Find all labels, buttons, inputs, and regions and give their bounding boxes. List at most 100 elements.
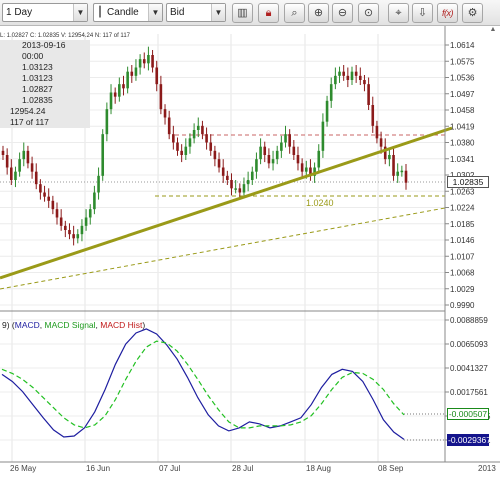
price-tick-label: 1.0536 [450, 74, 475, 83]
candle-body [242, 184, 246, 193]
time-label-1: 16 Jun [86, 464, 111, 473]
info-count: 117 of 117 [0, 117, 90, 128]
chevron-down-icon[interactable]: ▼ [148, 4, 162, 21]
candle-body [130, 71, 134, 76]
candle-body [234, 188, 237, 190]
macd-grid [0, 319, 445, 441]
candle-body [396, 171, 399, 176]
info-high: 1.03123 [0, 73, 90, 84]
candle-body [43, 192, 46, 197]
price-tick-label: 1.0458 [450, 106, 475, 115]
macd-legend-hist: MACD Hist [100, 320, 143, 330]
cursor-button[interactable]: ⌖ [388, 3, 409, 23]
candle-body [72, 234, 75, 239]
chart-type-value: Candle [107, 7, 139, 18]
ohlc-summary: L: 1.02827 C: 1.02835 V: 12954.24 N: 117… [0, 33, 130, 39]
candle-body [180, 150, 183, 155]
support-level-label: 1.0240 [306, 198, 334, 208]
candle-body [30, 163, 34, 172]
chevron-down-icon[interactable]: ▼ [73, 4, 87, 21]
chevron-down-icon[interactable]: ▼ [211, 4, 225, 21]
candle-body [59, 217, 63, 226]
info-close: 1.02835 [0, 95, 90, 106]
candle-body [280, 142, 283, 151]
bar-chart-button[interactable]: ▥ [232, 3, 253, 23]
info-date: 2013-09-16 [0, 40, 90, 51]
candle-body [163, 109, 167, 118]
candle-body [313, 167, 316, 176]
price-tick-label: 1.0497 [450, 90, 475, 99]
candle-body [388, 155, 391, 160]
price-tick-label: 1.0302 [450, 171, 475, 180]
macd-legend-macd: MACD [14, 320, 40, 330]
macd-value-tag: -0.0029367 [447, 434, 492, 446]
bar-chart-icon: ▥ [237, 7, 248, 19]
candle-body [201, 125, 204, 135]
candle-body [367, 84, 370, 105]
chart-area[interactable]: 1.0614 1.0575 1.0536 1.0497 1.0458 1.0419 1.03… [0, 26, 500, 478]
scroll-up-icon[interactable]: ▲ [489, 26, 497, 33]
candle-body [93, 192, 96, 210]
drawing-button[interactable]: ⇩ [412, 3, 433, 23]
price-tick-label: 1.0068 [450, 269, 475, 278]
zoom-button[interactable]: ⌕ [284, 3, 305, 23]
price-tick-label: 1.0185 [450, 220, 475, 229]
price-tick-label: 1.0029 [450, 285, 475, 294]
price-side-select[interactable]: Bid ▼ [166, 3, 226, 22]
candle-body [309, 167, 312, 176]
macd-legend-signal: MACD Signal [44, 320, 96, 330]
chart-type-select[interactable]: ┃ Candle ▼ [93, 3, 163, 22]
candle-body [105, 109, 109, 135]
zoom-in-button[interactable]: ⊕ [308, 3, 329, 23]
price-tick-label: 1.0341 [450, 155, 475, 164]
candle-body [47, 196, 51, 201]
candle-body [167, 117, 171, 135]
candle-body [230, 180, 233, 189]
candle-body [18, 159, 21, 172]
candle-body [80, 225, 84, 235]
cursor-icon: ⌖ [395, 7, 402, 19]
candle-body [221, 167, 225, 176]
candle-icon: ┃ [97, 7, 104, 18]
zoom-fit-button[interactable]: ⊙ [358, 3, 379, 23]
macd-title-prefix: 9) ( [2, 320, 15, 330]
macd-tick-label: 0.0088859 [450, 316, 488, 325]
candle-body [358, 75, 362, 80]
candle-body [300, 163, 304, 172]
lock-icon: 🔒︎ [265, 7, 272, 19]
candle-body [392, 155, 395, 176]
macd-signal-value-tag: -0.000507 [447, 408, 489, 420]
price-tick-label: 1.0107 [450, 252, 475, 261]
lock-button[interactable]: 🔒︎ [258, 3, 279, 23]
candle-body [159, 84, 163, 110]
macd-title-suffix: ) [142, 320, 146, 330]
candle-body [10, 167, 13, 180]
trendline [0, 126, 453, 280]
candle-body [246, 180, 250, 185]
candle-body [288, 134, 291, 147]
timeframe-select[interactable]: 1 Day ▼ [2, 3, 88, 22]
candle-body [375, 125, 379, 139]
time-label-0: 26 May [10, 464, 37, 473]
time-label-3: 28 Jul [232, 464, 254, 473]
candle-body [275, 150, 279, 160]
candle-body [400, 170, 404, 173]
zoom-in-icon: ⊕ [313, 7, 324, 19]
candle-body [188, 138, 192, 147]
candle-body [126, 71, 129, 89]
ohlc-info-panel: L: 1.02827 C: 1.02835 V: 12954.24 N: 117… [0, 32, 130, 128]
candle-body [238, 188, 242, 193]
indicator-button[interactable]: f(x) [437, 3, 458, 23]
price-tick-label: 0.9990 [450, 301, 475, 310]
settings-button[interactable]: ⚙ [462, 3, 483, 23]
candle-body [26, 150, 30, 164]
candle-body [209, 142, 213, 151]
zoom-out-button[interactable]: ⊖ [332, 3, 353, 23]
candle-body [342, 71, 345, 76]
drawing-icon: ⇩ [417, 7, 428, 19]
candle-body [176, 142, 179, 151]
candle-body [383, 146, 387, 160]
candle-body [325, 100, 329, 122]
candle-body [371, 105, 375, 126]
candle-body [184, 146, 188, 155]
